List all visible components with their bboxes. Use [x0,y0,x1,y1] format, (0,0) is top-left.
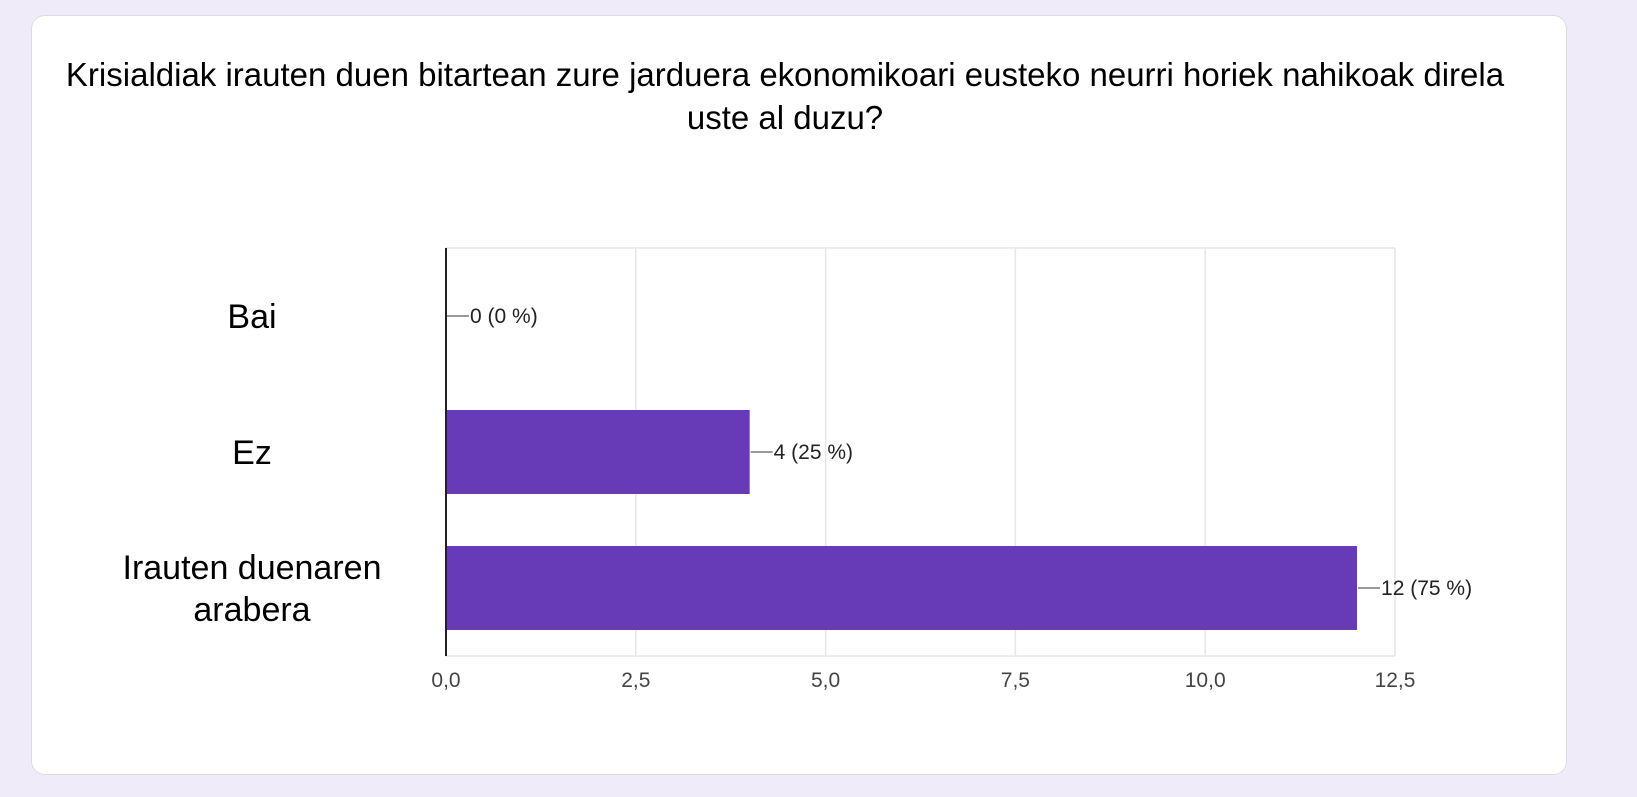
labels: 0,0 2,5 5,0 7,5 10,0 12,5 0 (0 %) Bai 4 (25 %) Ez… [123,298,1473,692]
bar[interactable] [446,546,1358,630]
category-label: Irauten duenaren arabera [123,549,382,629]
x-tick-label: 5,0 [811,669,840,692]
bar[interactable] [446,410,750,494]
category-label: Ez [232,434,272,472]
x-tick-label: 7,5 [1001,669,1030,692]
category-label: Bai [227,298,276,336]
x-tick-label: 2,5 [621,669,650,692]
x-tick-label: 12,5 [1375,669,1416,692]
bars [446,410,1358,630]
data-label: 4 (25 %) [774,441,853,464]
x-tick-label: 0,0 [431,669,460,692]
data-label: 12 (75 %) [1381,577,1472,600]
data-label: 0 (0 %) [470,305,538,328]
chart-card [31,15,1567,775]
x-tick-label: 10,0 [1185,669,1226,692]
chart-title: Krisialdiak irauten duen bitartean zure … [65,56,1505,136]
